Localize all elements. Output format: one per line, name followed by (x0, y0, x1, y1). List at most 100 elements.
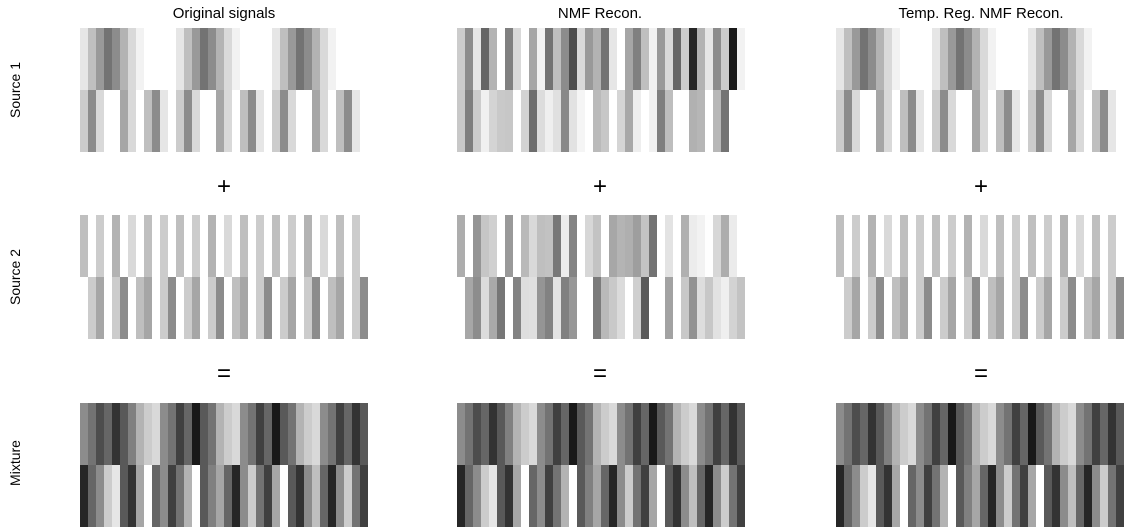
cell-mixture-nmf-strip-1-7 (513, 465, 521, 527)
cell-source_2-temp_reg-strip-1-26 (1044, 277, 1052, 339)
cell-mixture-temp_reg-strip-1-12 (932, 465, 940, 527)
cell-source_1-temp_reg-strip-1-31 (1084, 90, 1092, 152)
equals-operator-original: = (217, 360, 231, 387)
cell-source_1-original-strip-0-32 (336, 28, 344, 90)
cell-mixture-nmf-strip-0-33 (721, 403, 729, 465)
cell-mixture-temp_reg-strip-0-28 (1060, 403, 1068, 465)
cell-source_1-temp_reg-strip-0-4 (868, 28, 876, 90)
cell-source_1-original-strip-1-29 (312, 90, 320, 152)
cell-source_2-nmf-strip-1-30 (697, 277, 705, 339)
cell-mixture-temp_reg-strip-0-3 (860, 403, 868, 465)
cell-mixture-nmf-strip-0-27 (673, 403, 681, 465)
cell-mixture-nmf-strip-0-28 (681, 403, 689, 465)
cell-source_1-temp_reg-strip-0-22 (1012, 28, 1020, 90)
cell-source_1-original-strip-0-30 (320, 28, 328, 90)
cell-mixture-nmf-strip-1-30 (697, 465, 705, 527)
cell-source_1-temp_reg-strip-0-33 (1100, 28, 1108, 90)
cell-source_2-temp_reg-strip-0-3 (860, 215, 868, 277)
cell-source_1-temp_reg-strip-0-2 (852, 28, 860, 90)
cell-mixture-temp_reg-strip-1-27 (1052, 465, 1060, 527)
cell-source_1-original-strip-0-6 (128, 28, 136, 90)
cell-mixture-original-strip-1-3 (104, 465, 112, 527)
row-labels: Source 1 Source 2 Mixture (7, 62, 23, 486)
cell-source_1-original-strip-1-28 (304, 90, 312, 152)
cell-mixture-original-strip-1-23 (264, 465, 272, 527)
cell-source_2-original-strip-1-35 (360, 277, 368, 339)
cell-source_2-nmf-strip-0-13 (561, 215, 569, 277)
cell-mixture-temp_reg-strip-0-29 (1068, 403, 1076, 465)
cell-source_1-temp_reg-strip-1-34 (1108, 90, 1116, 152)
cell-source_2-temp_reg-strip-1-35 (1116, 277, 1124, 339)
cell-source_1-nmf-strip-1-11 (545, 90, 553, 152)
cell-mixture-temp_reg-strip-0-31 (1084, 403, 1092, 465)
cell-mixture-nmf-strip-1-23 (641, 465, 649, 527)
cell-source_2-temp_reg-strip-1-5 (876, 277, 884, 339)
cell-source_2-nmf-strip-1-8 (521, 277, 529, 339)
cell-source_1-nmf-strip-0-9 (529, 28, 537, 90)
cell-source_2-original-strip-1-26 (288, 277, 296, 339)
cell-source_1-temp_reg-strip-0-6 (884, 28, 892, 90)
cell-source_1-original-strip-1-11 (168, 90, 176, 152)
cell-source_1-nmf-strip-0-35 (737, 28, 745, 90)
cell-source_1-nmf-strip-1-7 (513, 90, 521, 152)
cell-source_1-original-strip-1-14 (192, 90, 200, 152)
equals-operator-nmf: = (593, 360, 607, 387)
cell-mixture-temp_reg-strip-0-1 (844, 403, 852, 465)
cell-source_1-original-strip-1-3 (104, 90, 112, 152)
cell-mixture-original-strip-1-35 (360, 465, 368, 527)
cell-source_2-nmf-strip-1-25 (657, 277, 665, 339)
cell-mixture-temp_reg-strip-1-34 (1108, 465, 1116, 527)
cell-source_1-nmf-strip-1-25 (657, 90, 665, 152)
cell-mixture-temp_reg-strip-0-30 (1076, 403, 1084, 465)
cell-mixture-original-strip-0-16 (208, 403, 216, 465)
cell-source_1-nmf-strip-1-22 (633, 90, 641, 152)
cell-source_2-temp_reg-strip-0-19 (988, 215, 996, 277)
cell-source_1-nmf-strip-0-8 (521, 28, 529, 90)
cell-source_2-original-strip-1-23 (264, 277, 272, 339)
cell-mixture-temp_reg-strip-1-5 (876, 465, 884, 527)
cell-mixture-original-strip-0-15 (200, 403, 208, 465)
cell-source_2-temp_reg-strip-1-12 (932, 277, 940, 339)
cell-mixture-temp_reg-strip-1-20 (996, 465, 1004, 527)
cell-source_1-original-strip-0-31 (328, 28, 336, 90)
cell-mixture-temp_reg-strip-1-18 (980, 465, 988, 527)
cell-source_2-nmf-strip-1-16 (585, 277, 593, 339)
cell-source_2-original-strip-0-16 (208, 215, 216, 277)
cell-mixture-temp_reg-strip-1-23 (1020, 465, 1028, 527)
cell-source_2-original-strip-1-1 (88, 277, 96, 339)
cell-source_1-original-strip-1-27 (296, 90, 304, 152)
cell-source_1-temp_reg-strip-0-9 (908, 28, 916, 90)
cell-source_2-original-strip-0-31 (328, 215, 336, 277)
cell-mixture-original-strip-0-9 (152, 403, 160, 465)
cell-source_1-temp_reg-strip-0-5 (876, 28, 884, 90)
cell-mixture-original-strip-0-32 (336, 403, 344, 465)
cell-source_2-temp_reg-strip-0-10 (916, 215, 924, 277)
cell-mixture-temp_reg-strip-1-19 (988, 465, 996, 527)
cell-mixture-temp_reg-strip-1-26 (1044, 465, 1052, 527)
cell-source_2-original-strip-1-4 (112, 277, 120, 339)
cell-source_1-nmf-strip-0-29 (689, 28, 697, 90)
cell-mixture-original-strip-1-14 (192, 465, 200, 527)
cell-source_2-original-strip-1-29 (312, 277, 320, 339)
cell-source_1-temp_reg-strip-0-3 (860, 28, 868, 90)
cell-mixture-nmf-strip-1-33 (721, 465, 729, 527)
cell-mixture-nmf-strip-0-35 (737, 403, 745, 465)
cell-source_1-original-strip-0-10 (160, 28, 168, 90)
cell-source_2-nmf-strip-1-24 (649, 277, 657, 339)
cell-source_1-temp_reg-strip-1-20 (996, 90, 1004, 152)
cell-source_1-nmf-strip-0-7 (513, 28, 521, 90)
cell-source_1-temp_reg-strip-1-3 (860, 90, 868, 152)
cell-source_1-original-strip-0-12 (176, 28, 184, 90)
cell-source_2-original-strip-1-32 (336, 277, 344, 339)
cell-source_2-nmf-strip-1-17 (593, 277, 601, 339)
cell-source_1-temp_reg-strip-1-5 (876, 90, 884, 152)
cell-source_2-original-strip-1-0 (80, 277, 88, 339)
cell-mixture-original-strip-0-12 (176, 403, 184, 465)
cell-source_1-original-strip-1-6 (128, 90, 136, 152)
cell-source_2-original-strip-0-27 (296, 215, 304, 277)
cell-source_2-original-strip-1-28 (304, 277, 312, 339)
cell-source_2-nmf-strip-0-3 (481, 215, 489, 277)
cell-mixture-original-strip-1-12 (176, 465, 184, 527)
cell-source_2-original-strip-1-16 (208, 277, 216, 339)
